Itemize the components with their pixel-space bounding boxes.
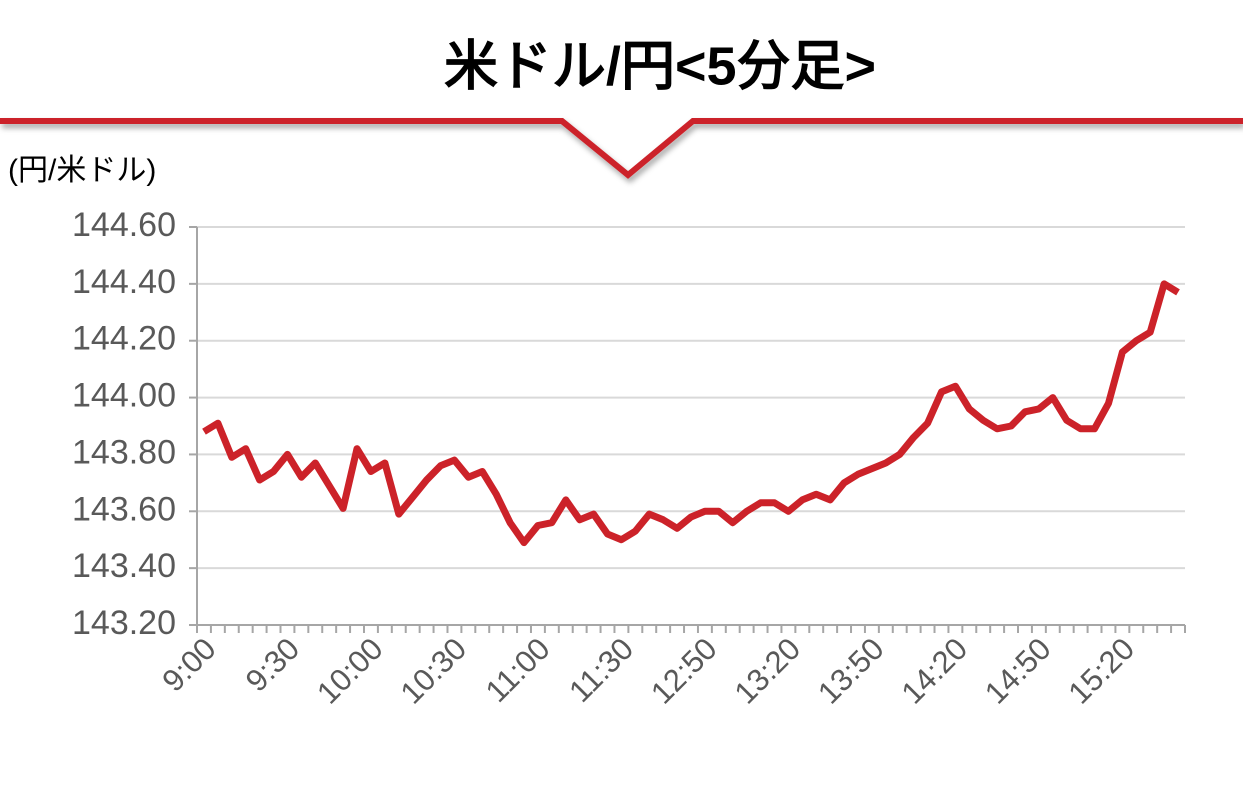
y-tick-label: 143.80 [72, 433, 176, 471]
y-tick-label: 144.60 [72, 206, 176, 244]
x-tick-label: 14:20 [895, 631, 975, 711]
chart-title: 米ドル/円<5分足> [444, 36, 876, 96]
price-line [202, 280, 1180, 547]
y-tick-label: 143.40 [72, 547, 176, 585]
y-tick-label: 143.60 [72, 490, 176, 528]
x-tick-label: 15:20 [1062, 631, 1142, 711]
y-tick-label: 144.20 [72, 320, 176, 358]
x-tick-label: 10:30 [394, 631, 474, 711]
x-tick-label: 11:00 [479, 631, 557, 709]
x-tick-label: 13:20 [728, 631, 808, 711]
y-tick-label: 144.00 [72, 377, 176, 415]
x-tick-label: 10:00 [310, 631, 390, 711]
x-tick-label: 14:50 [978, 631, 1058, 711]
y-axis-label: (円/米ドル) [8, 154, 156, 187]
x-tick-label: 11:30 [562, 631, 640, 709]
x-tick-label: 9:30 [239, 631, 306, 698]
title-underline [0, 118, 1243, 179]
y-tick-label: 144.40 [72, 263, 176, 301]
x-tick-label: 13:50 [811, 631, 891, 711]
x-tick-label: 12:50 [644, 631, 724, 711]
y-tick-label: 143.20 [72, 604, 176, 642]
